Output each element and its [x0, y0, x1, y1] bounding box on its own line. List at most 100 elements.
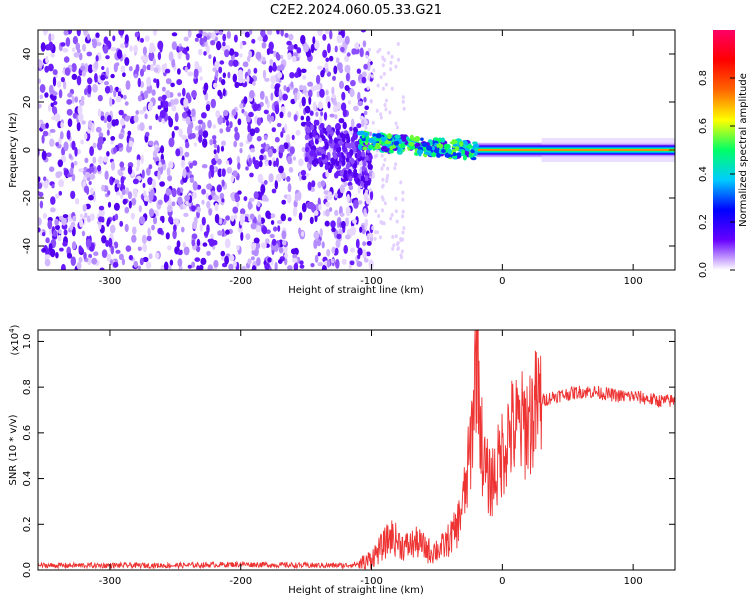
spectrogram-cell [310, 149, 315, 156]
spectrogram-cell [62, 241, 68, 247]
spectrogram-cell [74, 198, 80, 205]
spectrogram-cell [205, 104, 211, 112]
spectrogram-cell [215, 110, 221, 118]
spectrogram-cell [160, 145, 165, 154]
x-tick-label: -300 [99, 276, 122, 287]
spectrogram-cell [99, 267, 105, 270]
spectrogram-cell [350, 225, 356, 236]
spectrogram-cell [318, 204, 322, 211]
spectrogram-cell [135, 110, 139, 115]
spectrogram-cell [381, 197, 385, 202]
band-cell [436, 153, 441, 158]
spectrogram-cell [121, 189, 126, 196]
band-cell [380, 141, 385, 145]
spectrogram-cell [133, 44, 139, 54]
spectrogram-cell [167, 175, 173, 182]
spectrogram-cell [72, 215, 77, 222]
spectrogram-cell [83, 30, 88, 36]
snr-y-label: SNR (10 * v/v) [8, 414, 19, 485]
spectrogram-cell [115, 86, 119, 92]
spectrogram-cell [294, 262, 299, 270]
spectrogram-cell [399, 238, 403, 243]
spectrogram-cell [237, 190, 242, 195]
spectrogram-cell [401, 230, 405, 235]
spectrogram-cell [296, 191, 302, 201]
spectrogram-cell [397, 246, 400, 251]
spectrogram-cell [54, 113, 61, 123]
spectrogram-cell [185, 141, 190, 149]
spectrogram-cell [304, 172, 310, 177]
spectrogram-cell [323, 190, 330, 195]
spectrogram-cell [314, 83, 321, 91]
band-cell [468, 153, 473, 158]
spectrogram-cell [186, 62, 191, 70]
spectrogram-cell [326, 259, 331, 268]
spectrogram-cell [268, 173, 274, 183]
band-cell [447, 148, 452, 155]
spectrogram-cell [173, 126, 179, 131]
spectrogram-cell [203, 51, 207, 56]
spectrogram-cell [364, 212, 368, 217]
spectrogram-cell [325, 89, 329, 96]
spectrogram-cell [142, 256, 149, 263]
spectrogram-cell [341, 220, 346, 229]
band-cell [449, 141, 456, 145]
spectrogram-cell [38, 182, 43, 190]
spectrogram-cell [55, 142, 59, 147]
spectrogram-cell [214, 60, 220, 69]
spectrogram-cell [323, 111, 328, 121]
spectrogram-cell [44, 92, 49, 98]
spectrogram-cell [174, 112, 179, 123]
spectrogram-cell [367, 76, 371, 80]
spectrogram-cell [216, 144, 220, 154]
spectrogram-cell [187, 71, 194, 77]
band-cell [406, 136, 410, 141]
spectrogram-cell [43, 30, 48, 36]
spectrogram-cell [232, 260, 237, 268]
spectrogram-cell [229, 121, 233, 129]
spectrogram-cell [245, 233, 251, 241]
spectrogram-cell [321, 264, 327, 270]
spectrogram-cell [350, 158, 355, 165]
spectrogram-cell [88, 194, 94, 201]
spectrogram-cell [78, 168, 84, 173]
spectrogram-cell [383, 103, 387, 107]
spectrogram-cell [394, 64, 398, 69]
spectrogram-cell [310, 43, 315, 54]
spectrogram-cell [120, 65, 126, 73]
spectrogram-cell [103, 117, 108, 124]
spectrogram-cell [60, 122, 64, 129]
spectrogram-cell [265, 197, 269, 202]
spectrogram-cell [112, 261, 119, 268]
spectrogram-cell [312, 36, 316, 45]
spectrogram-cell [325, 57, 330, 63]
spectrogram-cell [112, 35, 116, 42]
spectrogram-cell [67, 92, 73, 98]
spectrogram-cell [210, 98, 216, 109]
spectrogram-cell [71, 241, 77, 250]
band-cell [389, 145, 397, 149]
spectrogram-cell [267, 30, 273, 36]
spectrogram-cell [62, 80, 67, 90]
spectrogram-cell [199, 76, 203, 81]
spectrogram-cell [239, 53, 243, 58]
spectrogram-cell [62, 47, 69, 53]
spectrogram-cell [287, 111, 292, 118]
spectrogram-cell [272, 148, 277, 154]
spectrogram-cell [87, 84, 92, 95]
spectrogram-cell [270, 220, 275, 225]
x-tick-label: -200 [229, 576, 252, 587]
band-cell [393, 141, 399, 146]
spectrogram-cell [50, 102, 54, 108]
spectrogram-cell [330, 220, 336, 229]
spectrogram-cell [122, 72, 126, 78]
spectrogram-cell [221, 228, 225, 237]
spectrogram-cell [310, 124, 315, 131]
spectrogram-cell [38, 103, 42, 109]
spectrogram-cell [162, 100, 166, 108]
spectrogram-cell [69, 224, 74, 231]
spectrogram-cell [63, 229, 68, 236]
spectrogram-cell [392, 243, 396, 248]
spectrogram-cell [268, 159, 272, 167]
